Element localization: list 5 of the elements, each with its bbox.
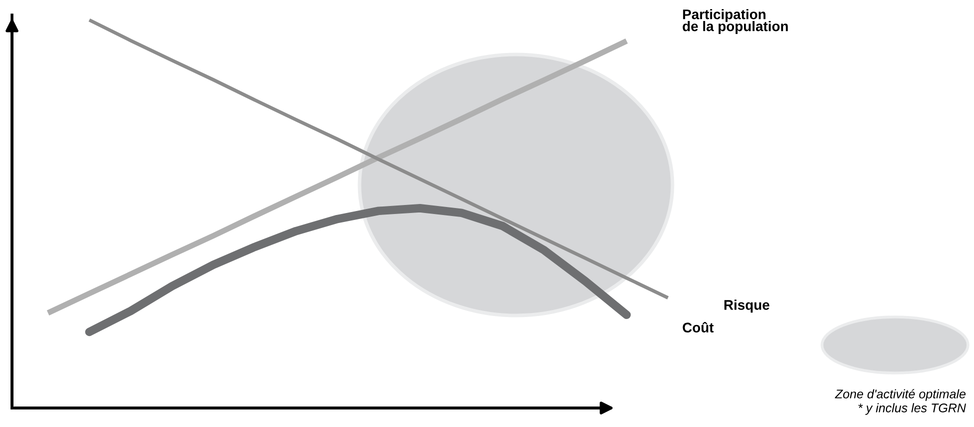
- text: * y inclus les TGRN: [858, 403, 966, 415]
- text: Coût: [682, 322, 714, 332]
- text: Participation de la population: [682, 9, 788, 34]
- text: Risque: [724, 300, 770, 313]
- text: Zone d'activité optimale: [834, 389, 966, 401]
